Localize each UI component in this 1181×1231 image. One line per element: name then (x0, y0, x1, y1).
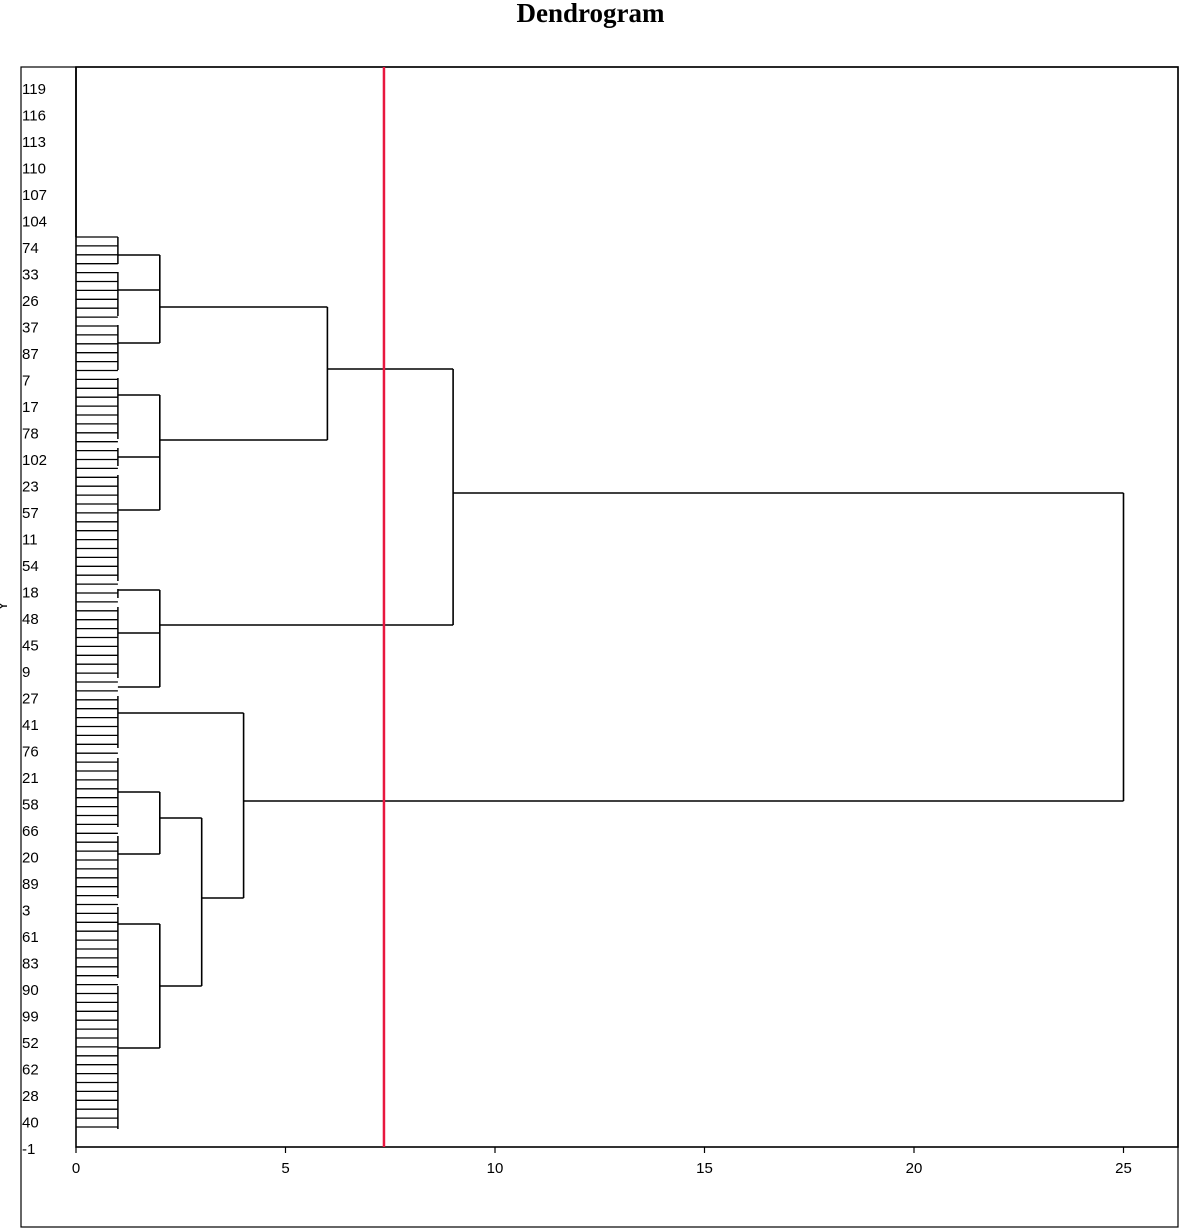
leaf-label: 113 (22, 134, 46, 151)
leaf-label: 52 (22, 1035, 39, 1052)
outer-frame (20, 66, 1179, 1228)
leaf-label: 23 (22, 479, 39, 496)
leaf-label: 54 (22, 558, 39, 575)
leaf-label: 76 (22, 744, 39, 761)
x-tick-label: 5 (281, 1160, 289, 1177)
leaf-label: 40 (22, 1115, 39, 1132)
leaf-rows (76, 236, 119, 1129)
leaf-label: 27 (22, 691, 39, 708)
leaf-label: 33 (22, 267, 39, 284)
leaf-label: 18 (22, 585, 39, 602)
leaf-label: 11 (22, 532, 38, 549)
leaf-label: 58 (22, 797, 39, 814)
leaf-label: 107 (22, 187, 47, 204)
leaf-label: 78 (22, 426, 39, 443)
leaf-label: 119 (22, 81, 46, 98)
leaf-label: 21 (22, 770, 39, 787)
x-tick-label: 10 (487, 1160, 504, 1177)
leaf-label: -1 (22, 1141, 35, 1158)
chart-title: Dendrogram (516, 0, 665, 28)
leaf-label: 57 (22, 505, 39, 522)
leaf-label: 74 (22, 240, 39, 257)
leaf-labels: 1191161131101071047433263787717781022357… (22, 81, 47, 1158)
leaf-label: 66 (22, 823, 39, 840)
leaf-label: 20 (22, 850, 39, 867)
leaf-label: 110 (22, 161, 46, 178)
leaf-label: 62 (22, 1062, 39, 1079)
x-tick-label: 20 (906, 1160, 923, 1177)
leaf-label: 83 (22, 956, 39, 973)
leaf-label: 102 (22, 452, 47, 469)
leaf-label: 87 (22, 346, 39, 363)
leaf-label: 26 (22, 293, 39, 310)
plot-area (75, 66, 1179, 1148)
leaf-label: 3 (22, 903, 30, 920)
x-tick-label: 15 (696, 1160, 713, 1177)
leaf-label: 104 (22, 214, 47, 231)
leaf-label: 7 (22, 373, 30, 390)
leaf-label: 45 (22, 638, 39, 655)
leaf-label: 89 (22, 876, 39, 893)
leaf-label: 41 (22, 717, 39, 734)
leaf-label: 90 (22, 982, 39, 999)
leaf-label: 37 (22, 320, 39, 337)
leaf-label: 116 (22, 108, 46, 125)
leaf-label: 28 (22, 1088, 39, 1105)
x-tick-label: 0 (72, 1160, 80, 1177)
leaf-label: 9 (22, 664, 30, 681)
x-tick-label: 25 (1115, 1160, 1132, 1177)
leaf-label: 17 (22, 399, 39, 416)
x-axis: 0 5 10 15 20 25 (72, 1147, 1132, 1177)
leaf-label: 48 (22, 611, 39, 628)
dendrogram-links (75, 67, 1125, 1049)
leaf-label: 99 (22, 1009, 39, 1026)
leaf-label: 61 (22, 929, 39, 946)
